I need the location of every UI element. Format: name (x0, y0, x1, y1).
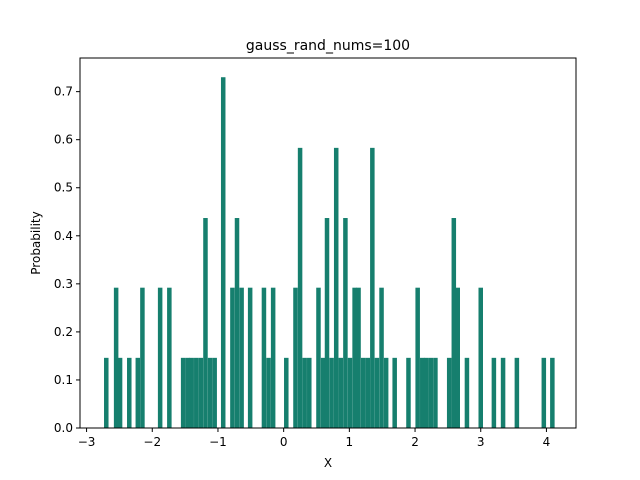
histogram-bar (352, 287, 357, 428)
histogram-bar (329, 357, 334, 428)
y-axis-ticks: 0.0 0.1 0.2 0.3 0.4 0.5 0.6 0.7 (54, 85, 80, 435)
histogram-bar (491, 357, 497, 428)
histogram-bar (307, 357, 312, 428)
histogram-bar (117, 357, 123, 428)
histogram-bar (212, 357, 217, 428)
y-tick-label: 0.4 (54, 229, 73, 243)
histogram-bar (127, 357, 132, 428)
histogram-bar (113, 287, 119, 428)
histogram-bar (247, 287, 253, 428)
chart-title: gauss_rand_nums=100 (246, 38, 410, 54)
histogram-bar (379, 287, 384, 428)
x-tick-label: 3 (477, 435, 485, 449)
histogram-bar (297, 147, 303, 429)
histogram-bar (415, 287, 420, 428)
histogram-bar (478, 287, 483, 428)
histogram-bar (230, 287, 235, 428)
y-tick-label: 0.1 (54, 373, 73, 387)
histogram-bar (455, 287, 460, 428)
histogram-bar (316, 287, 321, 428)
histogram-bar (374, 357, 380, 428)
histogram-bar (343, 218, 348, 428)
histogram-bar (392, 357, 397, 428)
x-tick-label: 4 (543, 435, 551, 449)
histogram-bar (356, 287, 361, 428)
histogram-bar (220, 77, 226, 428)
histogram-bar (550, 357, 555, 428)
bars-layer (104, 77, 555, 429)
histogram-bar (194, 357, 199, 428)
y-axis-title: Probability (29, 211, 43, 274)
y-tick-label: 0.3 (54, 277, 73, 291)
x-tick-label: 2 (411, 435, 419, 449)
histogram-bar (360, 357, 366, 428)
x-axis-title: X (324, 456, 332, 470)
x-tick-label: −1 (209, 435, 227, 449)
x-tick-label: −3 (78, 435, 96, 449)
histogram-bar (428, 357, 434, 428)
y-tick-label: 0.0 (54, 421, 73, 435)
histogram-bar (446, 357, 452, 428)
histogram-bar (420, 357, 425, 428)
x-tick-label: 1 (346, 435, 354, 449)
histogram-bar (347, 357, 353, 428)
histogram-bar (324, 218, 330, 428)
histogram-bar (140, 287, 145, 428)
histogram-bar (266, 357, 271, 428)
histogram-bar (261, 287, 267, 428)
histogram-bar (302, 357, 307, 428)
histogram-bar (333, 147, 339, 429)
histogram-bar (157, 287, 163, 428)
histogram-bar (135, 357, 141, 428)
histogram-bar (320, 357, 326, 428)
histogram-bar (239, 287, 244, 428)
histogram-bar (203, 218, 208, 428)
histogram-bar (180, 357, 186, 428)
histogram-bar (451, 218, 457, 428)
y-tick-label: 0.2 (54, 325, 73, 339)
histogram-bar (464, 357, 470, 428)
histogram-bar (500, 357, 506, 428)
histogram-bar (406, 357, 411, 428)
histogram-bar (365, 357, 370, 428)
histogram-bar (167, 287, 172, 428)
histogram-bar (185, 357, 190, 428)
histogram-bar (383, 357, 389, 428)
y-tick-label: 0.6 (54, 133, 73, 147)
y-tick-label: 0.5 (54, 181, 73, 195)
x-axis-ticks: −3 −2 −1 0 1 2 3 4 (78, 428, 551, 449)
histogram-bar (541, 357, 547, 428)
histogram-bar (189, 357, 194, 428)
histogram-bar (234, 218, 240, 428)
histogram-bar (423, 357, 429, 428)
histogram-bar (338, 357, 344, 428)
histogram-bar (370, 147, 375, 429)
histogram-bar (433, 357, 438, 428)
histogram-bar (104, 357, 109, 428)
histogram-bar (270, 287, 276, 428)
histogram-bar (207, 357, 213, 428)
x-tick-label: −2 (143, 435, 161, 449)
histogram-bar (198, 357, 204, 428)
y-tick-label: 0.7 (54, 85, 73, 99)
histogram-bar (284, 357, 289, 428)
x-tick-label: 0 (280, 435, 288, 449)
plot-frame (79, 57, 577, 429)
histogram-bar (514, 357, 520, 428)
histogram-bar (293, 287, 298, 428)
